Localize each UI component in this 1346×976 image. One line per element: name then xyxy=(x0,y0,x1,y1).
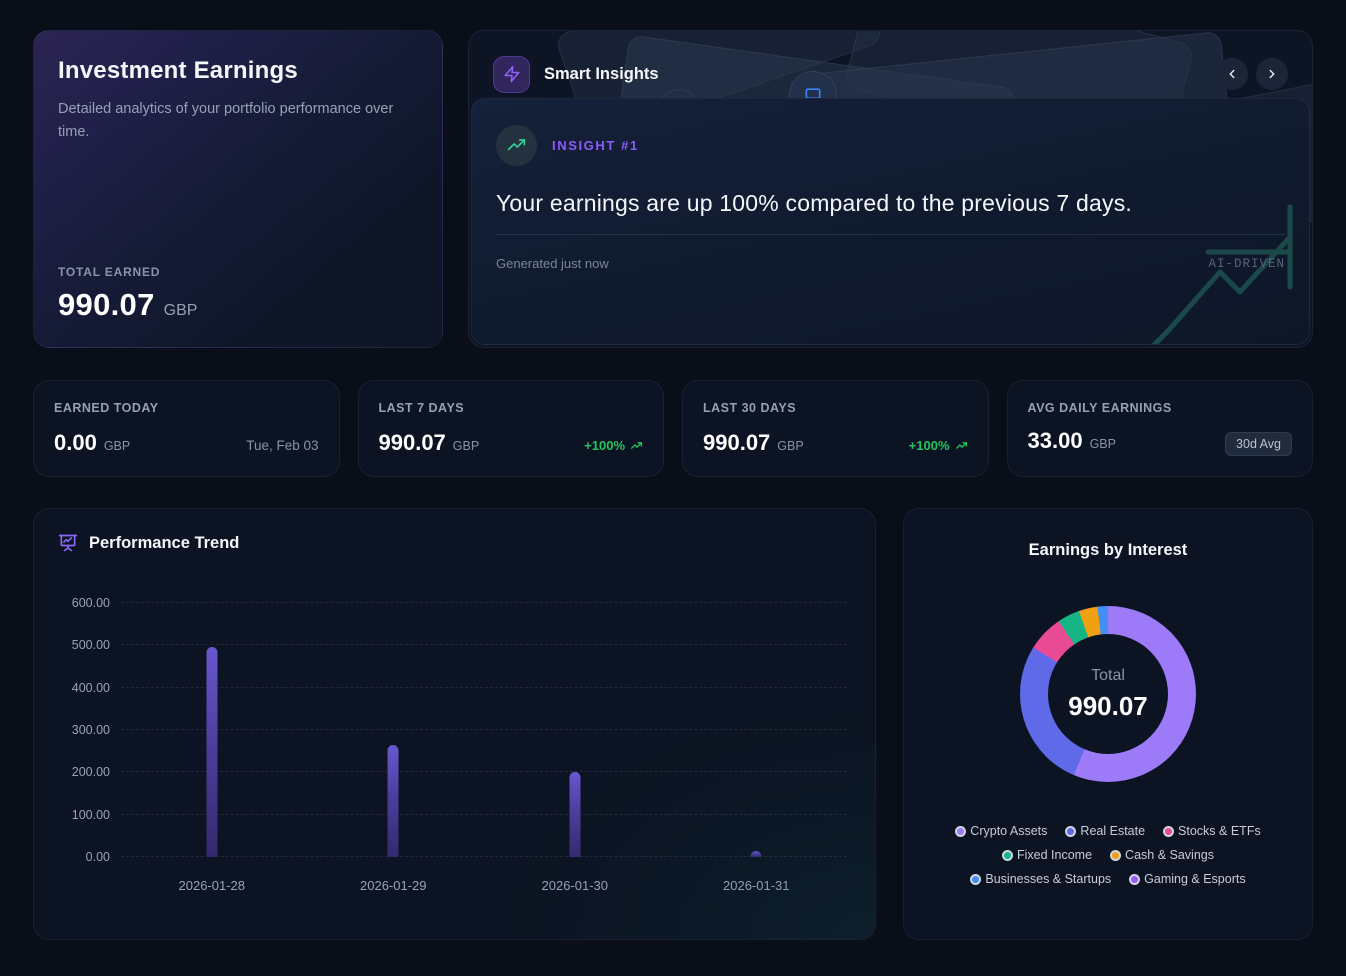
stat-card-avg-daily: AVG DAILY EARNINGS 33.00 GBP 30d Avg xyxy=(1006,380,1313,477)
y-axis-tick-label: 600.00 xyxy=(71,596,110,610)
y-axis-tick-label: 300.00 xyxy=(71,723,110,737)
grid-line: 400.00 xyxy=(72,681,847,695)
page-title: Investment Earnings xyxy=(58,57,298,84)
total-earned-currency: GBP xyxy=(163,302,198,319)
donut-center-label: Total xyxy=(1091,666,1125,684)
stat-currency: GBP xyxy=(1089,437,1116,451)
donut-chart: Total 990.07 xyxy=(1020,606,1196,782)
legend-item[interactable]: Fixed Income xyxy=(1002,848,1092,862)
legend-label: Cash & Savings xyxy=(1125,848,1214,862)
trend-up-arrow-icon xyxy=(955,442,967,449)
donut-center: Total 990.07 xyxy=(1048,634,1168,754)
trending-watermark-icon xyxy=(1151,204,1293,344)
total-earned-block: TOTAL EARNED 990.07 GBP xyxy=(58,265,418,323)
trend-percentage: +100% xyxy=(909,438,968,453)
insight-number-badge: INSIGHT #1 xyxy=(552,138,639,153)
x-axis-tick-label: 2026-01-28 xyxy=(178,878,246,893)
stat-label: EARNED TODAY xyxy=(54,401,159,415)
stat-value: 0.00 xyxy=(54,430,97,455)
zap-icon xyxy=(493,55,530,93)
stat-card-last-7-days: LAST 7 DAYS 990.07 GBP +100% xyxy=(357,380,664,477)
stat-currency: GBP xyxy=(777,439,804,453)
legend-label: Gaming & Esports xyxy=(1144,872,1246,886)
smart-insights-card: Smart Insights xyxy=(468,30,1313,348)
grid-line: 500.00 xyxy=(72,638,847,652)
insights-card-title: Smart Insights xyxy=(544,64,659,83)
legend-color-dot xyxy=(1163,825,1175,837)
ai-driven-tag: AI-DRIVEN xyxy=(1208,256,1285,271)
chevron-left-icon xyxy=(1229,69,1235,79)
grid-line: 300.00 xyxy=(72,723,847,737)
insight-headline: Your earnings are up 100% compared to th… xyxy=(496,190,1132,216)
y-axis-tick-label: 500.00 xyxy=(71,638,110,653)
legend-label: Stocks & ETFs xyxy=(1178,824,1261,838)
legend-item[interactable]: Stocks & ETFs xyxy=(1163,824,1261,838)
total-earned-value: 990.07 xyxy=(58,287,155,322)
performance-trend-card: Performance Trend 600.00 500.00 400.00 300.… xyxy=(33,508,876,940)
avg-period-badge: 30d Avg xyxy=(1225,432,1292,456)
legend-color-dot xyxy=(970,873,982,885)
total-earned-label: TOTAL EARNED xyxy=(58,265,161,279)
bar xyxy=(206,647,218,857)
trend-percentage: +100% xyxy=(584,438,643,453)
donut-center-value: 990.07 xyxy=(1068,690,1148,721)
legend-label: Crypto Assets xyxy=(970,824,1048,838)
x-axis-tick-label: 2026-01-29 xyxy=(360,878,427,893)
x-axis-tick-label: 2026-01-30 xyxy=(541,878,609,893)
stat-value: 33.00 xyxy=(1027,428,1083,453)
legend-color-dot xyxy=(1065,825,1077,837)
chart-title: Performance Trend xyxy=(89,533,240,552)
dashboard: Investment Earnings Detailed analytics o… xyxy=(33,0,1313,940)
stat-value: 990.07 xyxy=(378,430,446,455)
legend-item[interactable]: Gaming & Esports xyxy=(1129,872,1246,886)
trending-up-icon xyxy=(496,125,537,166)
legend-label: Real Estate xyxy=(1080,824,1146,838)
legend-color-dot xyxy=(1002,849,1014,861)
grid-line: 0.00 xyxy=(86,850,847,864)
bar xyxy=(750,850,762,857)
legend-color-dot xyxy=(1129,873,1141,885)
legend-item[interactable]: Cash & Savings xyxy=(1110,848,1214,862)
trend-up-arrow-icon xyxy=(630,442,643,449)
grid-line: 600.00 xyxy=(72,596,847,610)
stat-label: LAST 30 DAYS xyxy=(703,401,797,415)
legend-color-dot xyxy=(1110,849,1122,861)
donut-chart-title: Earnings by Interest xyxy=(1028,541,1188,559)
stat-card-earned-today: EARNED TODAY 0.00 GBP Tue, Feb 03 xyxy=(33,380,340,477)
insight-panel: INSIGHT #1 Your earnings are up 100% com… xyxy=(471,98,1310,345)
prev-insight-button[interactable] xyxy=(1216,58,1248,90)
legend-item[interactable]: Crypto Assets xyxy=(955,824,1047,838)
y-axis-tick-label: 400.00 xyxy=(71,680,110,695)
divider xyxy=(496,234,1285,235)
presentation-chart-icon xyxy=(58,534,78,552)
x-axis-tick-label: 2026-01-31 xyxy=(723,878,790,893)
y-axis-tick-label: 100.00 xyxy=(71,807,110,822)
grid-line: 100.00 xyxy=(72,808,847,822)
stat-card-last-30-days: LAST 30 DAYS 990.07 GBP +100% xyxy=(682,380,989,477)
stat-currency: GBP xyxy=(103,439,131,453)
investment-earnings-card: Investment Earnings Detailed analytics o… xyxy=(33,30,443,348)
stat-currency: GBP xyxy=(452,439,480,453)
stat-date: Tue, Feb 03 xyxy=(246,438,319,453)
insight-generated-time: Generated just now xyxy=(496,256,609,271)
legend-color-dot xyxy=(955,825,967,837)
grid-line: 200.00 xyxy=(72,765,847,779)
legend-label: Businesses & Startups xyxy=(985,872,1112,886)
legend-item[interactable]: Real Estate xyxy=(1065,824,1145,838)
next-insight-button[interactable] xyxy=(1256,58,1288,90)
stat-value: 990.07 xyxy=(703,430,771,455)
legend-item[interactable]: Businesses & Startups xyxy=(970,872,1111,886)
y-axis-tick-label: 0.00 xyxy=(85,850,110,864)
legend-label: Fixed Income xyxy=(1017,848,1093,862)
donut-legend: Crypto Assets Real Estate Stocks & ETFs Fix… xyxy=(928,824,1288,886)
bar-chart: 600.00 500.00 400.00 300.00 200.00 100.00 0.00… xyxy=(58,589,851,905)
stat-label: LAST 7 DAYS xyxy=(378,401,465,415)
bar xyxy=(569,772,581,857)
bar xyxy=(387,744,399,857)
page-subtitle: Detailed analytics of your portfolio per… xyxy=(58,101,394,141)
chevron-right-icon xyxy=(1269,69,1275,79)
y-axis-tick-label: 200.00 xyxy=(71,765,110,780)
stat-label: AVG DAILY EARNINGS xyxy=(1027,401,1172,415)
earnings-by-interest-card: Earnings by Interest Total 990.07 Crypto… xyxy=(903,508,1313,940)
